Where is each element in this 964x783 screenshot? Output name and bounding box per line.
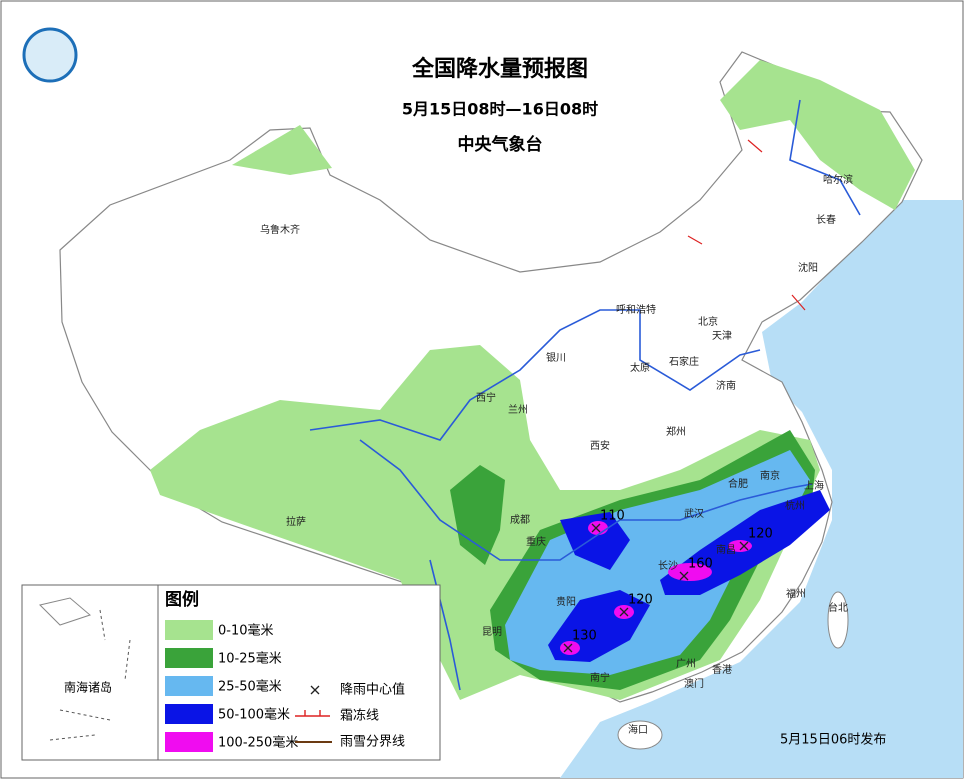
city-label: 澳门: [684, 677, 704, 690]
inset-box: [21, 584, 159, 761]
city-label: 重庆: [526, 535, 546, 548]
city-label: 石家庄: [669, 355, 699, 368]
legend-swatch: [165, 676, 213, 696]
zone-light-rain: [720, 60, 915, 210]
inset-islands: [49, 609, 131, 741]
river: [359, 439, 813, 561]
city-label: 拉萨: [286, 515, 306, 528]
city-label: 台北: [828, 601, 848, 614]
center-value: 160: [688, 557, 713, 572]
ocean: [560, 200, 963, 778]
city-label: 杭州: [785, 499, 805, 512]
center-value: 120: [628, 593, 653, 608]
legend-label: 100-250毫米: [218, 735, 298, 751]
taiwan: [827, 591, 849, 649]
zone-moderate-rain: [450, 465, 505, 565]
legend-box: [157, 584, 441, 761]
city-label: 天津: [712, 330, 732, 342]
city-label: 武汉: [684, 507, 704, 520]
inset-label: 南海诸岛: [64, 680, 112, 695]
map-period: 5月15日08时—16日08时: [402, 100, 598, 119]
legend-label: 0-10毫米: [218, 623, 274, 639]
city-label: 沈阳: [798, 261, 818, 274]
city-label: 上海: [804, 479, 824, 492]
legend-label: 降雨中心值: [340, 682, 405, 698]
city-label: 长沙: [658, 560, 678, 572]
city-label: 济南: [716, 379, 736, 392]
city-label: 呼和浩特: [616, 304, 656, 316]
legend-label: 雨雪分界线: [340, 735, 405, 750]
city-label: 合肥: [728, 477, 748, 490]
city-label: 兰州: [508, 403, 528, 416]
city-label: 郑州: [666, 425, 686, 438]
legend-symbol: [310, 685, 320, 695]
center-mark: [591, 523, 601, 533]
city-label: 太原: [630, 361, 650, 374]
zone-heavy-rainstorm: [668, 563, 712, 581]
city-label: 福州: [786, 587, 806, 600]
legend-symbol: [295, 710, 330, 717]
city-label: 北京: [698, 315, 718, 328]
legend-swatch: [165, 704, 213, 724]
frost-line: [687, 139, 806, 311]
legend-label: 霜冻线: [340, 708, 379, 724]
legend-title: 图例: [165, 589, 199, 610]
legend-swatch: [165, 648, 213, 668]
city-label: 南宁: [590, 671, 610, 684]
center-mark: [679, 571, 689, 581]
center-value: 130: [572, 629, 597, 644]
zone-light-rain: [232, 125, 332, 175]
legend-label: 10-25毫米: [218, 651, 282, 667]
city-label: 银川: [546, 351, 566, 364]
river: [309, 309, 761, 441]
legend-swatch: [165, 620, 213, 640]
center-mark: [739, 541, 749, 551]
city-label: 西宁: [476, 391, 496, 404]
city-label: 贵阳: [556, 595, 576, 608]
inset-coast: [39, 597, 91, 626]
issued-time: 5月15日06时发布: [780, 732, 886, 748]
rain-zones: [150, 60, 915, 700]
legend-label: 25-50毫米: [218, 679, 282, 695]
hainan: [617, 720, 663, 750]
city-label: 昆明: [482, 626, 502, 638]
legend-label: 50-100毫米: [218, 707, 290, 723]
rivers: [309, 99, 861, 691]
center-mark: [619, 607, 629, 617]
city-label: 南京: [760, 469, 780, 482]
river: [789, 99, 861, 216]
city-label: 哈尔滨: [823, 173, 853, 186]
center-value: 120: [748, 527, 773, 542]
map-title: 全国降水量预报图: [411, 56, 588, 82]
zone-rainstorm: [560, 512, 630, 570]
map-issuer: 中央气象台: [458, 134, 543, 155]
center-value: 110: [600, 509, 625, 524]
city-label: 长春: [816, 214, 836, 226]
legend-swatch: [165, 732, 213, 752]
city-label: 乌鲁木齐: [260, 223, 300, 236]
frost-lines: [687, 139, 806, 311]
city-label: 广州: [676, 658, 696, 670]
center-mark: [563, 643, 573, 653]
city-label: 南昌: [716, 543, 736, 556]
city-label: 海口: [628, 723, 648, 736]
logo: [22, 27, 78, 83]
city-label: 香港: [712, 664, 732, 676]
zone-heavy-rainstorm: [728, 540, 752, 552]
city-label: 西安: [590, 439, 610, 452]
city-label: 成都: [510, 514, 530, 526]
